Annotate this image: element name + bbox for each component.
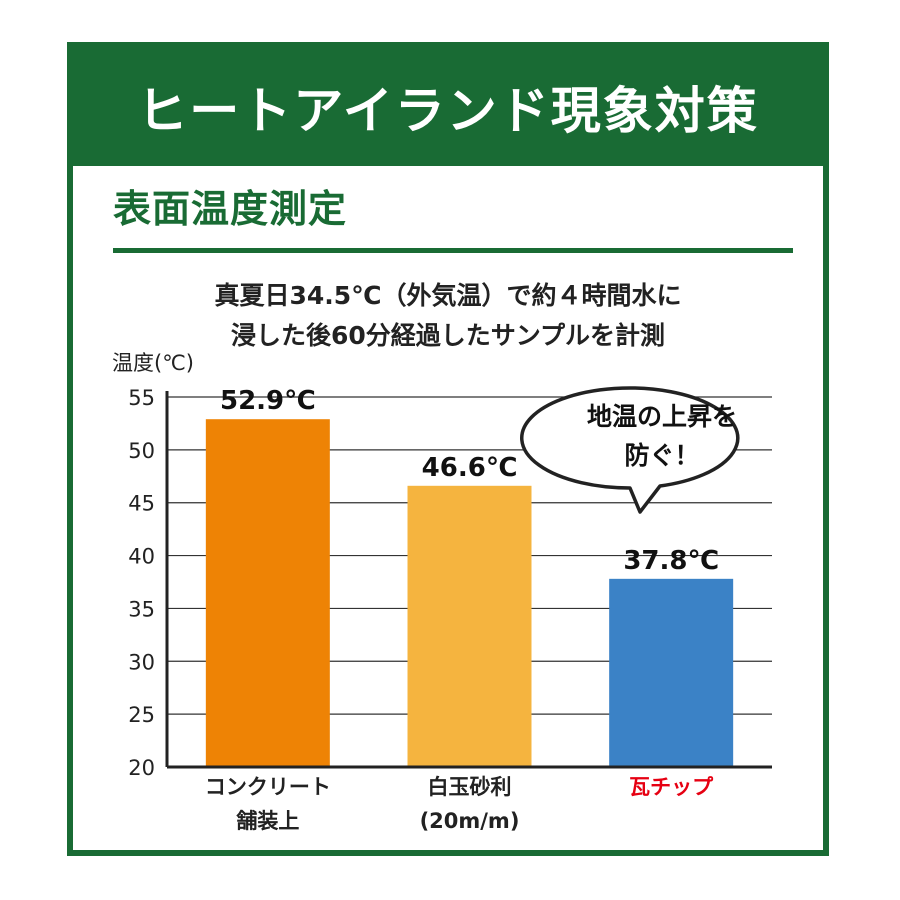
y-tick-label: 45	[128, 492, 155, 516]
description-line-2: 浸した後60分経過したサンプルを計測	[230, 321, 666, 350]
y-tick-label: 55	[128, 386, 155, 410]
bar	[609, 578, 734, 767]
y-tick-label: 50	[128, 439, 155, 463]
data-label: 37.8℃	[623, 546, 719, 576]
y-tick-label: 25	[128, 703, 155, 727]
callout-line-2: 防ぐ！	[624, 441, 699, 470]
y-tick-label: 35	[128, 597, 155, 621]
x-tick-label: 白玉砂利	[428, 775, 512, 799]
bar	[407, 485, 532, 767]
y-axis-label: 温度(℃)	[112, 351, 194, 375]
data-label: 46.6℃	[422, 453, 518, 483]
callout-line-1: 地温の上昇を	[587, 402, 737, 431]
section-title: 表面温度測定	[113, 187, 348, 231]
axes	[165, 391, 772, 769]
x-tick-label: 瓦チップ	[629, 775, 714, 799]
speech-bubble-shape	[520, 386, 740, 514]
data-label: 52.9℃	[220, 386, 316, 416]
x-tick-label-line-2: (20m/m)	[420, 809, 520, 833]
y-tick-label: 30	[128, 650, 155, 674]
speech-bubble-callout: 地温の上昇を 防ぐ！	[520, 386, 740, 514]
x-tick-label: コンクリート	[205, 775, 331, 799]
y-tick-label: 20	[128, 756, 155, 780]
header-title: ヒートアイランド現象対策	[73, 48, 823, 166]
y-tick-label: 40	[128, 545, 155, 569]
bars	[205, 419, 734, 767]
x-tick-label-line-2: 舗装上	[235, 809, 299, 833]
bar	[205, 419, 330, 767]
description-line-1: 真夏日34.5℃（外気温）で約４時間水に	[214, 281, 682, 310]
section-divider	[113, 248, 793, 253]
